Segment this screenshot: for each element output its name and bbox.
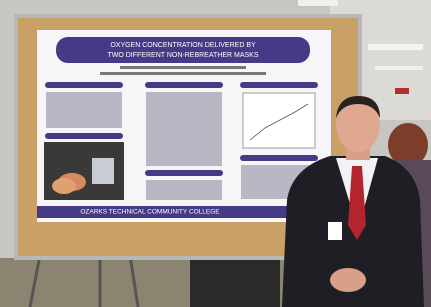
hands — [330, 268, 366, 292]
section-header — [240, 155, 318, 161]
text-block — [146, 92, 222, 166]
text-block — [146, 180, 222, 200]
section-header — [45, 133, 123, 139]
ceiling-light — [368, 44, 423, 50]
device — [92, 158, 114, 184]
ceiling-light — [375, 66, 423, 70]
mask — [52, 178, 76, 194]
poster-footer: OZARKS TECHNICAL COMMUNITY COLLEGE — [80, 209, 220, 216]
section-header — [145, 170, 223, 176]
text-block — [46, 92, 122, 128]
name-badge — [328, 222, 342, 240]
photo-scene: OXYGEN CONCENTRATION DELIVERED BY TWO DI… — [0, 0, 431, 307]
section-header — [45, 82, 123, 88]
ceiling-light — [298, 0, 338, 6]
author-line — [120, 66, 246, 69]
person-background — [190, 258, 280, 307]
section-header — [145, 82, 223, 88]
exit-sign — [395, 88, 409, 94]
poster-title: TWO DIFFERENT NON-REBREATHER MASKS — [107, 52, 258, 59]
affiliation-line — [100, 72, 266, 75]
poster-title: OXYGEN CONCENTRATION DELIVERED BY — [110, 42, 256, 49]
section-header — [240, 82, 318, 88]
